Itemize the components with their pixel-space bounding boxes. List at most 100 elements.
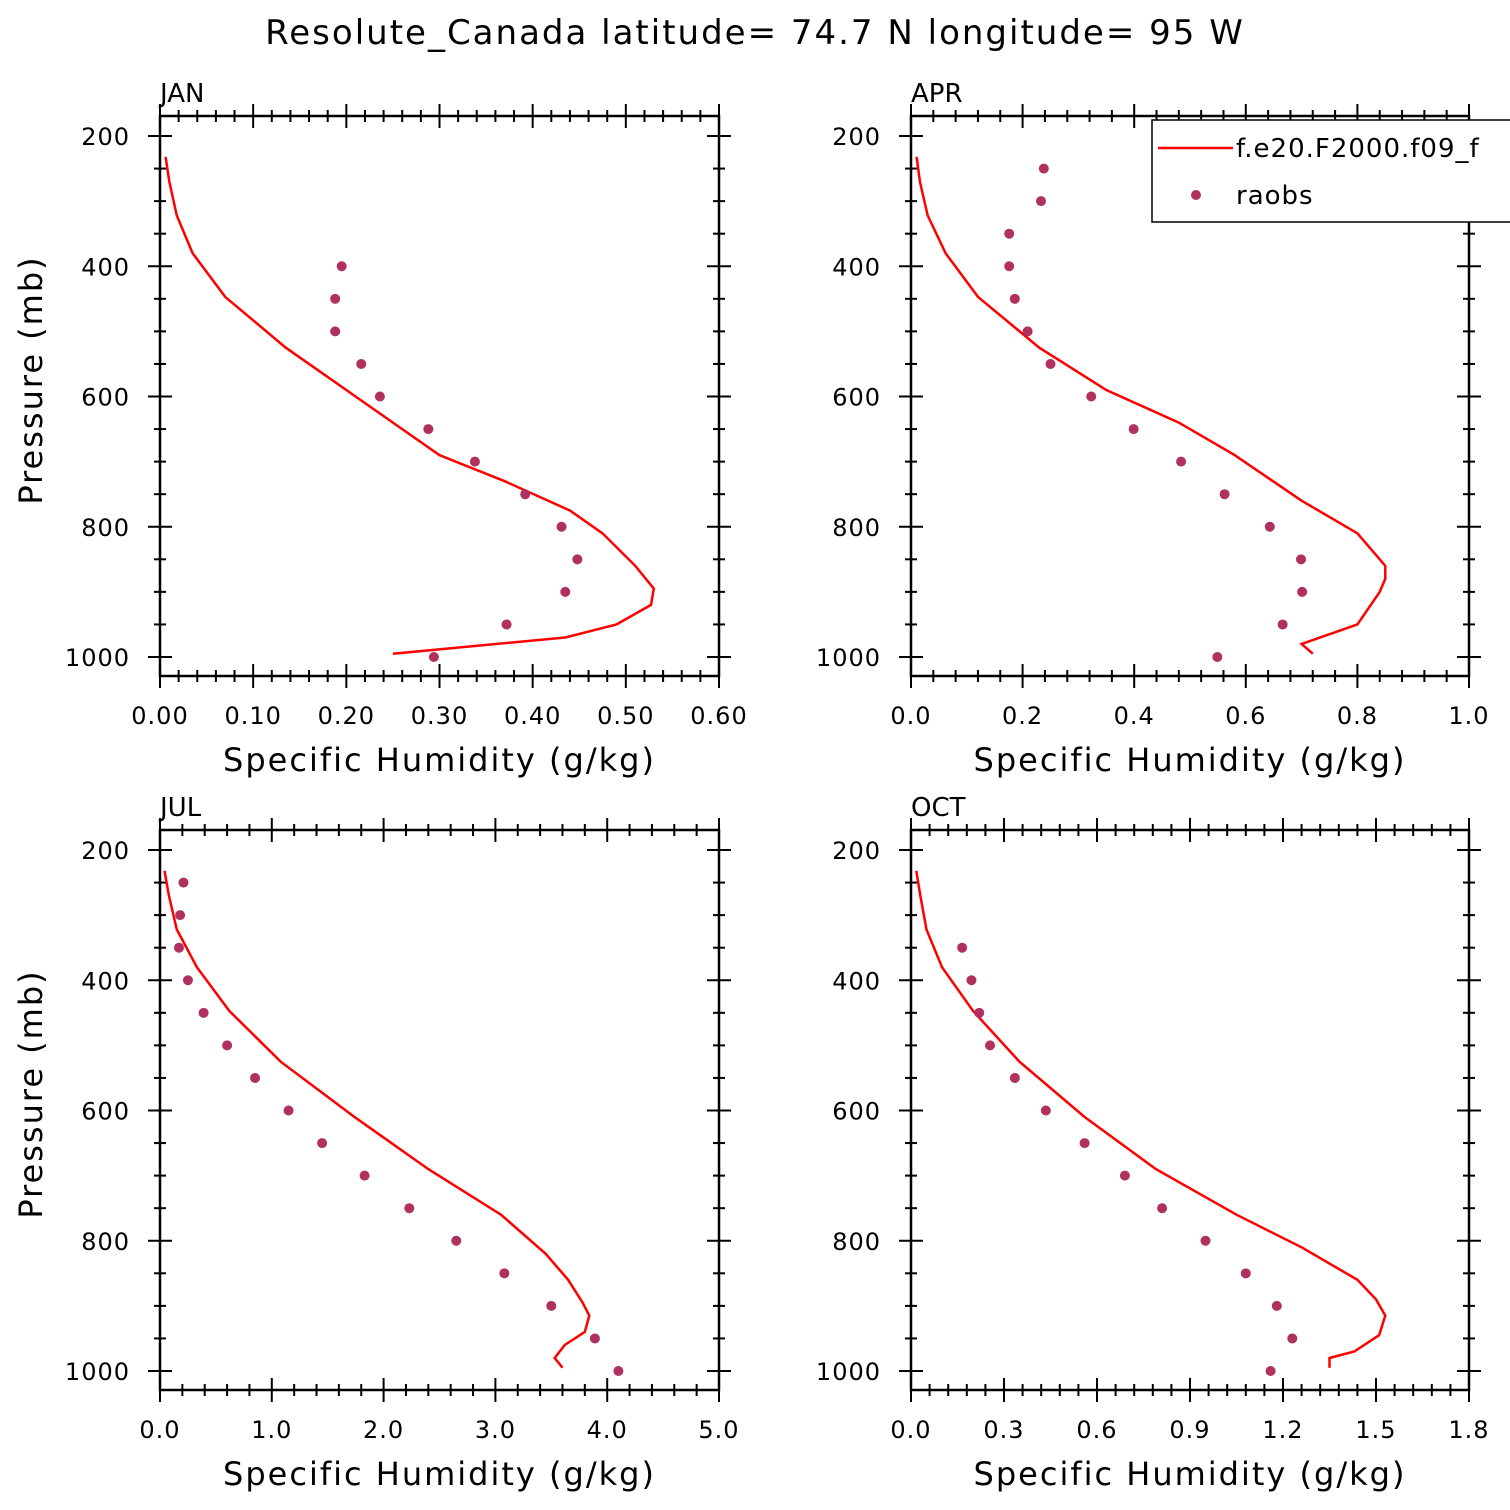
obs-point: [374, 391, 385, 402]
x-axis-label: Specific Humidity (g/kg): [223, 741, 656, 779]
panel-jan: JAN 0.00 0.10 0.20 0.30 0.40 0.50 0.60 200 400 600…: [12, 79, 747, 779]
obs-point: [336, 261, 347, 272]
y-tick-label: 200: [832, 123, 881, 151]
model-line: [915, 870, 1387, 1368]
obs-point: [501, 619, 512, 630]
y-tick-label: 400: [832, 253, 881, 281]
obs-point: [1045, 358, 1056, 369]
legend-obs-label: raobs: [1236, 181, 1314, 211]
x-tick-label: 0.50: [597, 702, 654, 730]
obs-point: [985, 1040, 996, 1051]
model-line: [163, 870, 591, 1369]
obs-point: [1119, 1170, 1130, 1181]
x-tick-label: 0.4: [1114, 702, 1155, 730]
x-tick-label: 0.3: [983, 1416, 1024, 1444]
y-axis-label: Pressure (mb): [12, 255, 50, 504]
y-tick-label: 600: [81, 1098, 130, 1126]
x-tick-label: 2.0: [363, 1416, 404, 1444]
obs-point: [957, 942, 968, 953]
obs-point: [1157, 1203, 1168, 1214]
obs-point: [1022, 326, 1033, 337]
obs-point: [1176, 456, 1187, 467]
obs-point: [423, 424, 434, 435]
y-tick-label: 200: [81, 837, 130, 865]
obs-point: [572, 554, 583, 565]
panel-oct: OCT 0.0 0.3 0.6 0.9 1.2 1.5 1.8 200 400 600 800 1000…: [816, 793, 1489, 1493]
panel-jul: JUL 0.0 1.0 2.0 3.0 4.0 5.0 200 400 600 800 1000 Spe…: [12, 793, 739, 1493]
obs-point: [1004, 261, 1015, 272]
obs-point: [1009, 1072, 1020, 1083]
model-line: [915, 156, 1387, 655]
obs-point: [499, 1268, 510, 1279]
legend-model-label: f.e20.F2000.f09_f: [1236, 134, 1480, 164]
figure-title: Resolute_Canada latitude= 74.7 N longitu…: [265, 13, 1245, 53]
obs-point: [182, 975, 193, 986]
x-tick-label: 5.0: [698, 1416, 739, 1444]
obs-point: [359, 1170, 370, 1181]
obs-point: [356, 358, 367, 369]
obs-point: [974, 1007, 985, 1018]
obs-point: [1086, 391, 1097, 402]
obs-point: [1128, 424, 1139, 435]
y-tick-label: 600: [832, 384, 881, 412]
y-tick-label: 400: [832, 967, 881, 995]
obs-point: [1036, 196, 1047, 207]
y-tick-label: 200: [81, 123, 130, 151]
panel-title: JAN: [158, 79, 204, 109]
obs-point: [1040, 1105, 1051, 1116]
x-tick-label: 0.10: [224, 702, 281, 730]
obs-point: [178, 877, 189, 888]
obs-point: [250, 1072, 261, 1083]
obs-point: [283, 1105, 294, 1116]
x-tick-label: 0.00: [131, 702, 188, 730]
obs-point: [404, 1203, 415, 1214]
x-tick-label: 0.30: [411, 702, 468, 730]
x-tick-label: 1.0: [1448, 702, 1489, 730]
y-tick-label: 800: [832, 1228, 881, 1256]
obs-point: [330, 326, 341, 337]
x-tick-label: 0.8: [1337, 702, 1378, 730]
model-line: [164, 156, 656, 655]
panels: JAN 0.00 0.10 0.20 0.30 0.40 0.50 0.60 200 400 600…: [12, 79, 1489, 1493]
obs-point: [1277, 619, 1288, 630]
obs-point: [1240, 1268, 1251, 1279]
obs-point: [589, 1333, 600, 1344]
obs-point: [1219, 489, 1230, 500]
panel-title: APR: [911, 79, 963, 109]
obs-point: [330, 293, 341, 304]
y-tick-label: 1000: [65, 644, 130, 672]
x-tick-label: 1.8: [1448, 1416, 1489, 1444]
obs-point: [428, 652, 439, 662]
obs-point: [175, 910, 186, 921]
obs-point: [546, 1300, 557, 1311]
y-tick-label: 400: [81, 253, 130, 281]
x-axis-label: Specific Humidity (g/kg): [974, 1455, 1407, 1493]
x-tick-label: 3.0: [475, 1416, 516, 1444]
obs-point: [1004, 228, 1015, 239]
obs-point: [1079, 1138, 1090, 1149]
obs-point: [451, 1235, 462, 1246]
x-tick-label: 0.20: [318, 702, 375, 730]
obs-point: [1271, 1300, 1282, 1311]
obs-point: [469, 456, 480, 467]
y-tick-label: 800: [832, 514, 881, 542]
x-tick-label: 0.2: [1002, 702, 1043, 730]
legend-obs-marker-swatch: [1191, 190, 1201, 200]
x-tick-label: 0.0: [139, 1416, 180, 1444]
y-tick-label: 1000: [65, 1358, 130, 1386]
x-tick-label: 0.6: [1076, 1416, 1117, 1444]
obs-point: [1297, 586, 1308, 597]
x-axis-label: Specific Humidity (g/kg): [974, 741, 1407, 779]
obs-point: [1287, 1333, 1298, 1344]
obs-point: [966, 975, 977, 986]
x-tick-label: 0.0: [890, 1416, 931, 1444]
obs-point: [1296, 554, 1307, 565]
obs-point: [1264, 521, 1275, 532]
y-axis-label: Pressure (mb): [12, 969, 50, 1218]
x-tick-label: 0.6: [1225, 702, 1266, 730]
obs-point: [1009, 293, 1020, 304]
legend-box: [1151, 119, 1510, 223]
obs-point: [1038, 163, 1049, 174]
